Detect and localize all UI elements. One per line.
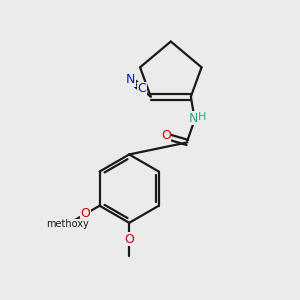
Text: methoxy: methoxy (46, 219, 89, 229)
Text: O: O (161, 129, 171, 142)
Text: N: N (189, 112, 199, 124)
Text: methoxy: methoxy (68, 222, 74, 223)
Text: C: C (137, 82, 146, 95)
Text: N: N (126, 73, 135, 86)
Text: O: O (80, 207, 90, 220)
Text: H: H (198, 112, 206, 122)
Text: O: O (124, 233, 134, 246)
